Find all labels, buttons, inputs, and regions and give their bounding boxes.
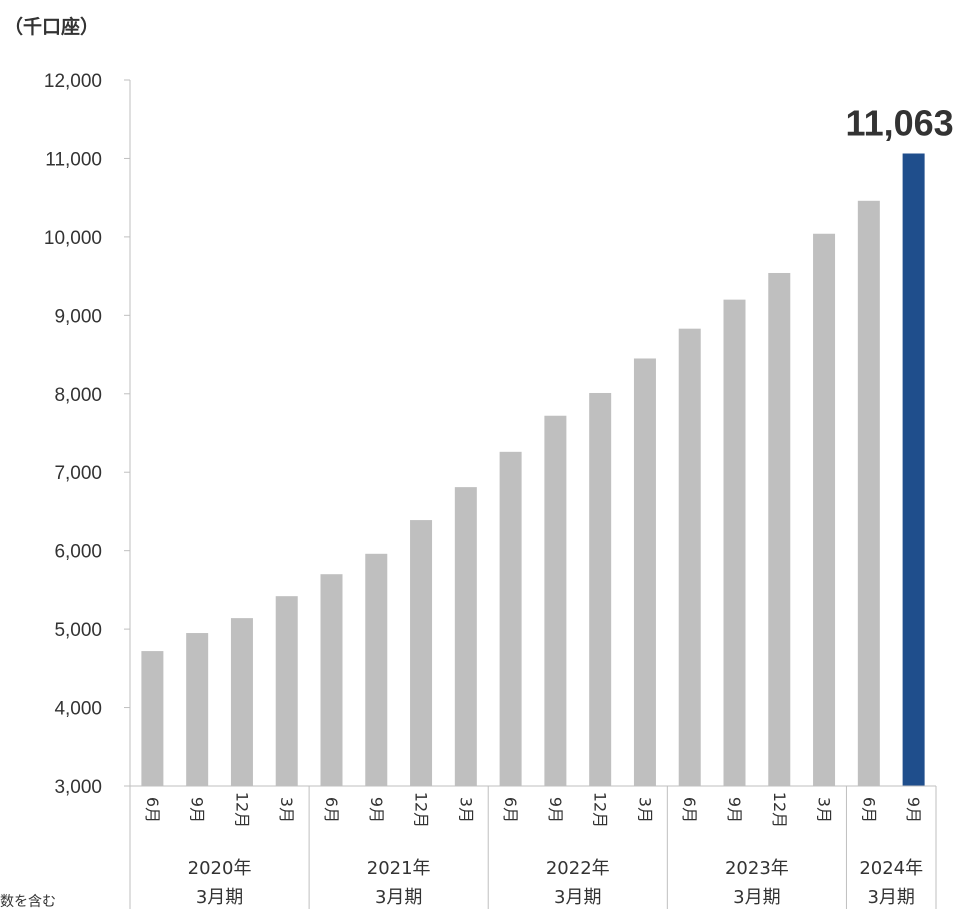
bar bbox=[230, 618, 253, 786]
x-tick-label: 3月 bbox=[456, 797, 475, 823]
x-tick-label: 3月 bbox=[635, 797, 654, 823]
x-tick-label: 9月 bbox=[546, 797, 565, 823]
y-tick-label: 10,000 bbox=[44, 228, 102, 249]
group-label-period: 3月期 bbox=[867, 887, 914, 908]
x-tick-label: 6月 bbox=[501, 797, 520, 823]
x-tick-label: 9月 bbox=[904, 797, 923, 823]
x-tick-label: 12月 bbox=[591, 792, 610, 828]
bar bbox=[275, 596, 298, 786]
group-label-period: 3月期 bbox=[196, 887, 243, 908]
bar bbox=[723, 299, 746, 786]
y-axis: 3,000 4,000 5,000 6,000 7,000 8,000 9,000 10,00… bbox=[44, 71, 131, 798]
bar bbox=[454, 487, 477, 786]
group-label-year: 2021年 bbox=[367, 858, 431, 879]
y-tick-label: 3,000 bbox=[54, 777, 102, 798]
bar bbox=[589, 392, 612, 786]
y-tick-label: 5,000 bbox=[54, 620, 102, 641]
x-tick-label: 12月 bbox=[412, 792, 431, 828]
bar bbox=[499, 451, 522, 786]
x-tick-label: 12月 bbox=[232, 792, 251, 828]
unit-label: （千口座） bbox=[4, 15, 99, 38]
bar bbox=[410, 520, 433, 786]
y-tick-label: 7,000 bbox=[54, 463, 102, 484]
bar bbox=[678, 328, 701, 786]
bar bbox=[768, 272, 791, 786]
group-label-year: 2022年 bbox=[546, 858, 610, 879]
x-tick-label: 9月 bbox=[188, 797, 207, 823]
latest-value-callout: 11,063 bbox=[846, 103, 954, 144]
group-label-year: 2020年 bbox=[188, 858, 252, 879]
group-label-period: 3月期 bbox=[554, 887, 601, 908]
group-label-year: 2024年 bbox=[859, 858, 923, 879]
bar bbox=[857, 200, 880, 786]
y-tick-label: 11,000 bbox=[45, 149, 102, 170]
x-tick-label: 6月 bbox=[859, 797, 878, 823]
bar bbox=[141, 651, 164, 786]
x-tick-label: 6月 bbox=[680, 797, 699, 823]
y-tick-label: 12,000 bbox=[44, 71, 102, 92]
bars bbox=[141, 153, 925, 787]
x-tick-label: 12月 bbox=[770, 792, 789, 828]
x-tick-label: 9月 bbox=[367, 797, 386, 823]
bar bbox=[813, 233, 836, 787]
bar bbox=[544, 415, 567, 786]
group-label-year: 2023年 bbox=[725, 858, 789, 879]
x-tick-label: 3月 bbox=[815, 797, 834, 823]
x-axis: 6月 9月 12月 3月 6月 9月 12月 3月 6月 9月 12月 3月 6月 9月 12月 3月 6月 9月… bbox=[129, 785, 937, 909]
y-tick-label: 4,000 bbox=[54, 699, 102, 720]
x-tick-label: 3月 bbox=[277, 797, 296, 823]
footnote: …数を含む bbox=[0, 894, 56, 909]
group-label-period: 3月期 bbox=[733, 887, 780, 908]
bar bbox=[320, 574, 343, 786]
bar-highlighted bbox=[902, 153, 925, 786]
y-tick-label: 9,000 bbox=[54, 306, 102, 327]
bar bbox=[633, 358, 656, 786]
x-tick-label: 6月 bbox=[322, 797, 341, 823]
bar bbox=[186, 633, 209, 786]
x-tick-label: 6月 bbox=[143, 797, 162, 823]
bar bbox=[365, 553, 388, 786]
group-label-period: 3月期 bbox=[375, 887, 422, 908]
x-tick-label: 9月 bbox=[725, 797, 744, 823]
y-tick-label: 6,000 bbox=[54, 542, 102, 563]
y-tick-label: 8,000 bbox=[54, 385, 102, 406]
